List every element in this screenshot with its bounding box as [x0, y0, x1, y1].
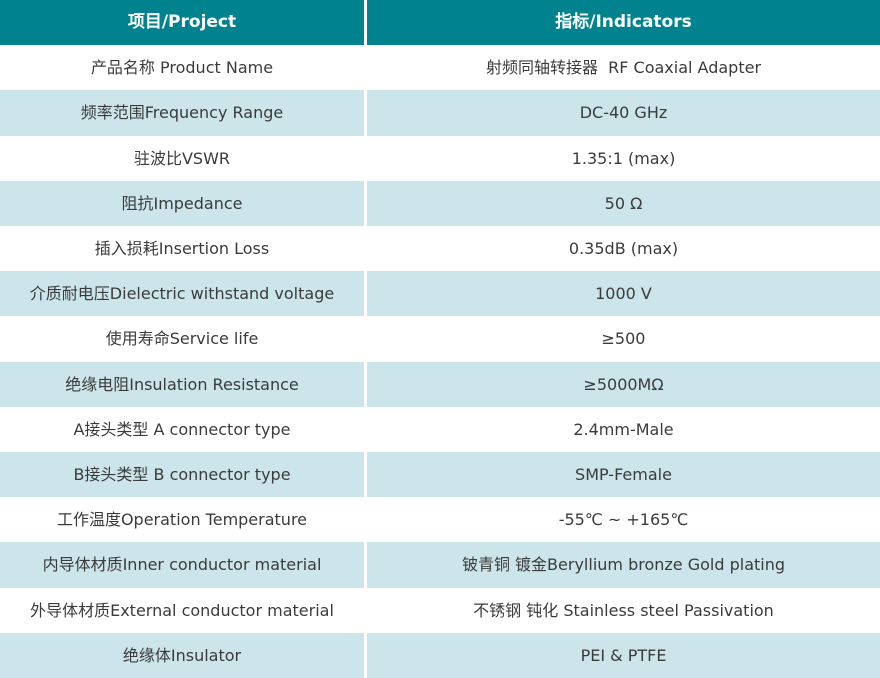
indicator-cell: ≥5000MΩ	[367, 361, 880, 407]
table-row: 介质耐电压Dielectric withstand voltage 1000 V	[0, 271, 880, 317]
indicator-cell: 0.35dB (max)	[367, 226, 880, 272]
table-row: 产品名称 Product Name 射频同轴转接器 RF Coaxial Ada…	[0, 45, 880, 91]
project-cell: 内导体材质Inner conductor material	[0, 542, 364, 588]
table-row: A接头类型 A connector type 2.4mm-Male	[0, 406, 880, 453]
table-row: 驻波比VSWR 1.35:1 (max)	[0, 135, 880, 181]
indicator-cell: SMP-Female	[367, 452, 880, 498]
project-cell: 外导体材质External conductor material	[0, 587, 364, 633]
indicator-cell: DC-40 GHz	[367, 90, 880, 136]
indicator-cell: ≥500	[367, 316, 880, 362]
indicator-cell: 铍青铜 镀金Beryllium bronze Gold plating	[367, 542, 880, 588]
project-cell: 绝缘体Insulator	[0, 632, 364, 678]
project-cell: 介质耐电压Dielectric withstand voltage	[0, 271, 364, 317]
table-row: 外导体材质External conductor material 不锈钢 钝化 …	[0, 587, 880, 633]
indicator-cell: 50 Ω	[367, 180, 880, 227]
indicator-cell: PEI & PTFE	[367, 632, 880, 678]
table-row: 工作温度Operation Temperature -55℃ ~ +165℃	[0, 497, 880, 543]
project-cell: 驻波比VSWR	[0, 135, 364, 181]
table-row: 频率范围Frequency Range DC-40 GHz	[0, 90, 880, 136]
project-cell: 插入损耗Insertion Loss	[0, 226, 364, 272]
header-cell-project: 项目/Project	[0, 0, 364, 46]
table-row: 使用寿命Service life ≥500	[0, 316, 880, 362]
project-cell: 频率范围Frequency Range	[0, 90, 364, 136]
indicator-cell: 不锈钢 钝化 Stainless steel Passivation	[367, 587, 880, 633]
project-cell: 绝缘电阻Insulation Resistance	[0, 361, 364, 407]
project-cell: 阻抗Impedance	[0, 180, 364, 227]
indicator-cell: 2.4mm-Male	[367, 406, 880, 453]
table-header-row: 项目/Project 指标/Indicators	[0, 0, 880, 46]
table-row: 绝缘电阻Insulation Resistance ≥5000MΩ	[0, 361, 880, 407]
indicator-cell: 1000 V	[367, 271, 880, 317]
indicator-cell: 射频同轴转接器 RF Coaxial Adapter	[367, 45, 880, 91]
project-cell: 工作温度Operation Temperature	[0, 497, 364, 543]
project-cell: B接头类型 B connector type	[0, 452, 364, 498]
project-cell: 使用寿命Service life	[0, 316, 364, 362]
header-cell-indicators: 指标/Indicators	[367, 0, 880, 46]
project-cell: A接头类型 A connector type	[0, 406, 364, 453]
project-cell: 产品名称 Product Name	[0, 45, 364, 91]
table-row: 插入损耗Insertion Loss 0.35dB (max)	[0, 226, 880, 272]
table-row: B接头类型 B connector type SMP-Female	[0, 452, 880, 498]
table-row: 绝缘体Insulator PEI & PTFE	[0, 632, 880, 678]
table-row: 内导体材质Inner conductor material 铍青铜 镀金Bery…	[0, 542, 880, 588]
indicator-cell: -55℃ ~ +165℃	[367, 497, 880, 543]
table-row: 阻抗Impedance 50 Ω	[0, 180, 880, 227]
indicator-cell: 1.35:1 (max)	[367, 135, 880, 181]
